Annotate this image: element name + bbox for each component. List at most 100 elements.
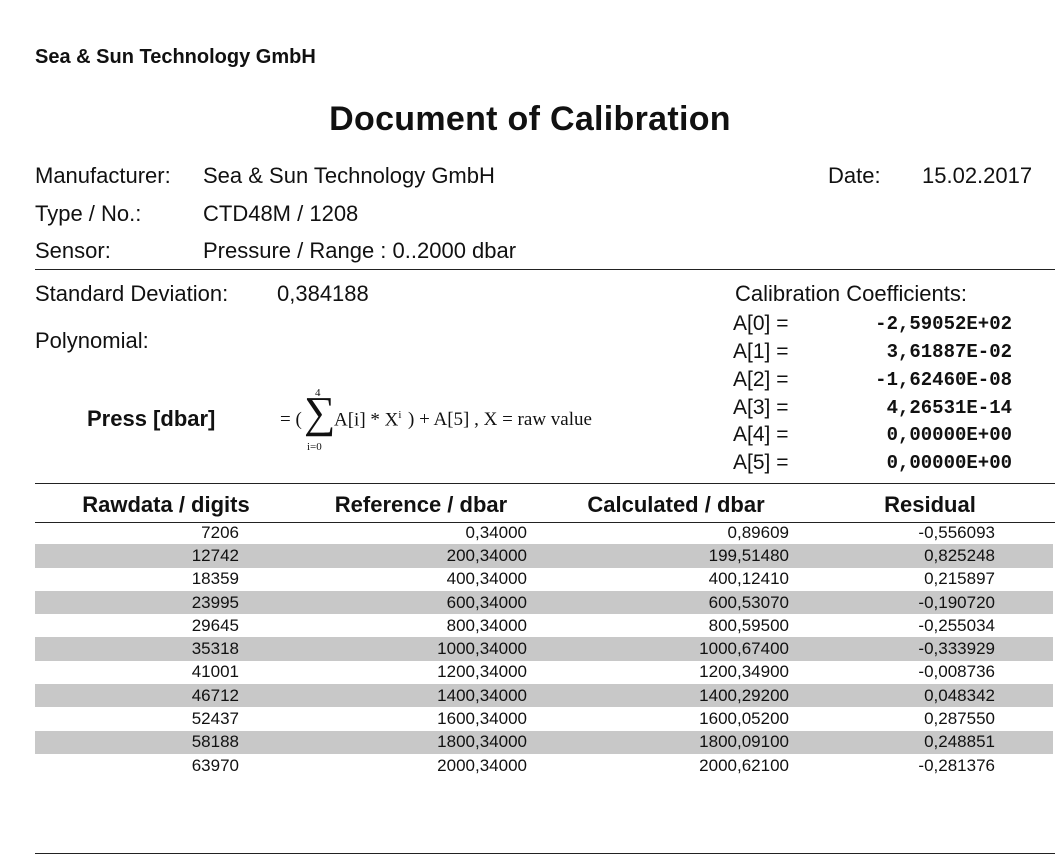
cell-residual: -0,281376 bbox=[918, 755, 995, 775]
divider-top bbox=[35, 269, 1055, 270]
cell-rawdata: 18359 bbox=[191, 569, 239, 589]
coefficient-label: A[3] = bbox=[733, 396, 789, 419]
formula-lhs: Press [dbar] bbox=[87, 406, 216, 431]
coefficient-value: 0,00000E+00 bbox=[886, 424, 1012, 446]
sensor-label: Sensor: bbox=[35, 238, 111, 263]
table-row: 52437 1600,34000 1600,05200 0,287550 bbox=[35, 707, 1053, 730]
cell-calculated: 400,12410 bbox=[708, 569, 789, 589]
cell-reference: 1400,34000 bbox=[297, 684, 545, 708]
cell-reference: 1600,34000 bbox=[437, 709, 527, 729]
coefficient-label: A[2] = bbox=[733, 368, 789, 391]
coefficient-value: 4,26531E-14 bbox=[886, 397, 1012, 419]
manufacturer-label: Manufacturer: bbox=[35, 163, 171, 188]
cell-residual: -0,255034 bbox=[918, 615, 995, 635]
table-row: 35318 1000,34000 1000,67400 -0,333929 bbox=[35, 637, 1053, 661]
table-row: 29645 800,34000 800,59500 -0,255034 bbox=[35, 614, 1053, 637]
cell-calculated: 800,59500 bbox=[708, 615, 789, 635]
cell-reference: 200,34000 bbox=[297, 544, 545, 568]
cell-residual: 0,215897 bbox=[924, 569, 995, 589]
coefficient-value: 0,00000E+00 bbox=[886, 452, 1012, 474]
formula-term-exponent: i bbox=[398, 409, 402, 421]
formula-sum-lower: i=0 bbox=[307, 441, 322, 453]
coefficient-label: A[0] = bbox=[733, 312, 789, 335]
type-label: Type / No.: bbox=[35, 201, 142, 226]
table-row: 12742 200,34000 199,51480 0,825248 bbox=[35, 544, 1053, 568]
cell-calculated: 1000,67400 bbox=[545, 637, 807, 661]
table-row: 7206 0,34000 0,89609 -0,556093 bbox=[35, 521, 1053, 544]
cell-calculated: 199,51480 bbox=[545, 544, 807, 568]
formula-term-base: A[i] * X bbox=[334, 409, 399, 431]
formula-close: ) + A[5] , X = raw value bbox=[408, 409, 592, 430]
col-header-residual: Residual bbox=[884, 492, 976, 517]
cell-calculated: 0,89609 bbox=[727, 522, 789, 542]
table-row: 58188 1800,34000 1800,09100 0,248851 bbox=[35, 730, 1053, 754]
cell-residual: 0,287550 bbox=[924, 709, 995, 729]
table-row: 18359 400,34000 400,12410 0,215897 bbox=[35, 568, 1053, 591]
coefficients-title: Calibration Coefficients: bbox=[735, 281, 967, 306]
polynomial-label: Polynomial: bbox=[35, 328, 149, 353]
cell-calculated: 1600,05200 bbox=[699, 709, 789, 729]
document-title: Document of Calibration bbox=[329, 100, 731, 138]
table-row: 63970 2000,34000 2000,62100 -0,281376 bbox=[35, 754, 1053, 777]
cell-reference: 400,34000 bbox=[446, 569, 527, 589]
cell-calculated: 1800,09100 bbox=[545, 730, 807, 754]
cell-residual: -0,190720 bbox=[807, 590, 1053, 615]
cell-calculated: 1200,34900 bbox=[699, 662, 789, 682]
std-dev-label: Standard Deviation: bbox=[35, 281, 229, 306]
table-row: 41001 1200,34000 1200,34900 -0,008736 bbox=[35, 661, 1053, 684]
cell-residual: 0,248851 bbox=[807, 730, 1053, 754]
coefficient-value: -2,59052E+02 bbox=[875, 313, 1012, 335]
coefficient-label: A[1] = bbox=[733, 340, 789, 363]
cell-calculated: 1400,29200 bbox=[545, 684, 807, 708]
formula-term: A[i] * Xi bbox=[334, 409, 401, 431]
coefficient-value: 3,61887E-02 bbox=[886, 341, 1012, 363]
cell-rawdata: 12742 bbox=[35, 544, 297, 568]
cell-reference: 0,34000 bbox=[465, 522, 527, 542]
formula-sigma: ∑ bbox=[304, 388, 336, 437]
coefficient-label: A[4] = bbox=[733, 423, 789, 446]
sensor-value: Pressure / Range : 0..2000 dbar bbox=[203, 238, 517, 263]
calibration-table: Rawdata / digits Reference / dbar Calcul… bbox=[35, 489, 1053, 777]
cell-residual: -0,008736 bbox=[918, 662, 995, 682]
cell-rawdata: 41001 bbox=[191, 662, 239, 682]
col-header-calculated: Calculated / dbar bbox=[587, 492, 765, 517]
cell-residual: -0,333929 bbox=[807, 637, 1053, 661]
coefficient-label: A[5] = bbox=[733, 451, 789, 474]
formula-sum-upper: 4 bbox=[315, 387, 321, 399]
divider-header bbox=[35, 522, 1055, 523]
cell-rawdata: 7206 bbox=[201, 522, 239, 542]
cell-residual: 0,048342 bbox=[807, 684, 1053, 708]
divider-table-top bbox=[35, 483, 1055, 484]
manufacturer-value: Sea & Sun Technology GmbH bbox=[203, 163, 495, 188]
col-header-reference: Reference / dbar bbox=[334, 492, 508, 517]
cell-rawdata: 29645 bbox=[191, 615, 239, 635]
cell-reference: 1000,34000 bbox=[297, 637, 545, 661]
col-header-rawdata: Rawdata / digits bbox=[82, 492, 250, 517]
company-name: Sea & Sun Technology GmbH bbox=[35, 46, 316, 68]
cell-rawdata: 52437 bbox=[191, 709, 239, 729]
cell-residual: -0,556093 bbox=[918, 522, 995, 542]
cell-residual: 0,825248 bbox=[807, 544, 1053, 568]
cell-calculated: 2000,62100 bbox=[699, 755, 789, 775]
table-row: 46712 1400,34000 1400,29200 0,048342 bbox=[35, 684, 1053, 708]
cell-rawdata: 63970 bbox=[191, 755, 239, 775]
divider-bottom bbox=[35, 853, 1055, 854]
cell-reference: 800,34000 bbox=[446, 615, 527, 635]
table-row: 23995 600,34000 600,53070 -0,190720 bbox=[35, 590, 1053, 615]
cell-reference: 1800,34000 bbox=[297, 730, 545, 754]
cell-rawdata: 35318 bbox=[35, 637, 297, 661]
type-value: CTD48M / 1208 bbox=[203, 201, 359, 226]
cell-reference: 600,34000 bbox=[297, 590, 545, 615]
formula-open: = ( bbox=[280, 409, 302, 430]
cell-rawdata: 58188 bbox=[35, 730, 297, 754]
cell-reference: 2000,34000 bbox=[437, 755, 527, 775]
cell-reference: 1200,34000 bbox=[437, 662, 527, 682]
date-label: Date: bbox=[828, 163, 881, 188]
cell-rawdata: 23995 bbox=[35, 590, 297, 615]
date-value: 15.02.2017 bbox=[922, 163, 1033, 188]
cell-rawdata: 46712 bbox=[35, 684, 297, 708]
table-header-row: Rawdata / digits Reference / dbar Calcul… bbox=[35, 489, 1053, 521]
cell-calculated: 600,53070 bbox=[545, 590, 807, 615]
coefficient-value: -1,62460E-08 bbox=[875, 369, 1012, 391]
std-dev-value: 0,384188 bbox=[277, 281, 369, 306]
